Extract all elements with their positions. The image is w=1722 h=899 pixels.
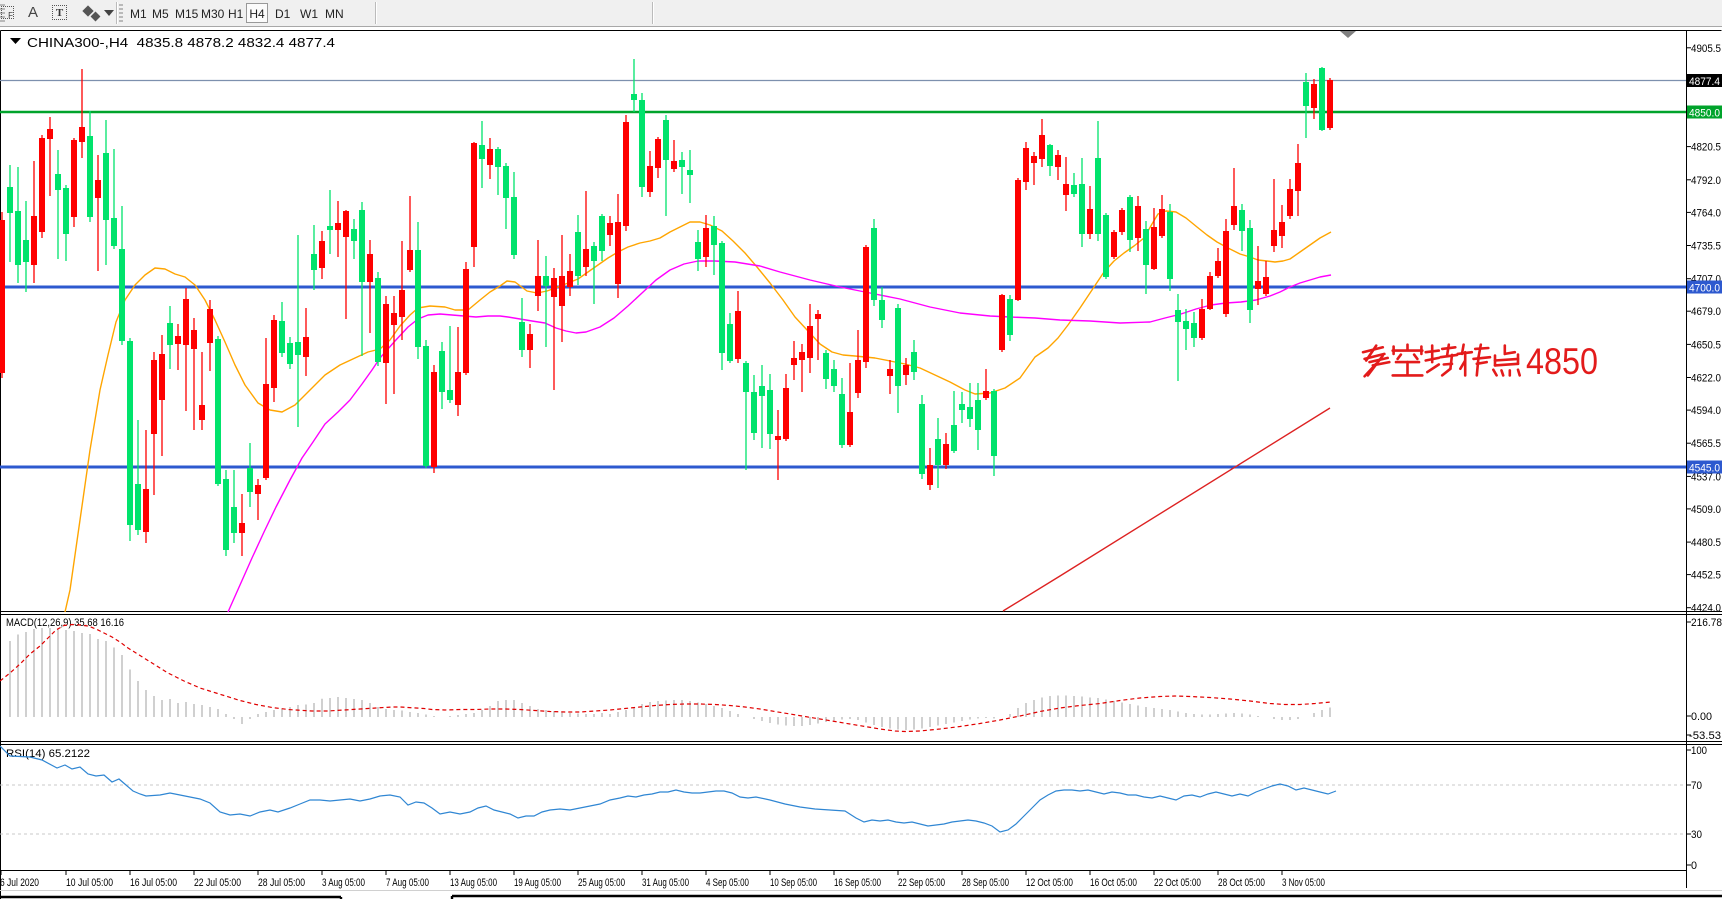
svg-text:25 Aug 05:00: 25 Aug 05:00 [578,877,625,889]
svg-text:12 Oct 05:00: 12 Oct 05:00 [1026,877,1073,889]
svg-text:19 Aug 05:00: 19 Aug 05:00 [514,877,561,889]
svg-text:4594.0: 4594.0 [1691,405,1721,417]
svg-text:0.00: 0.00 [1691,711,1712,723]
svg-text:28 Sep 05:00: 28 Sep 05:00 [962,877,1009,889]
svg-text:4622.0: 4622.0 [1691,373,1721,385]
svg-text:4545.0: 4545.0 [1689,463,1720,475]
svg-text:4820.5: 4820.5 [1691,142,1721,154]
svg-text:22 Oct 05:00: 22 Oct 05:00 [1154,877,1201,889]
svg-text:16 Sep 05:00: 16 Sep 05:00 [834,877,881,889]
svg-text:MACD(12,26,9) 35.68 16.16: MACD(12,26,9) 35.68 16.16 [6,617,124,629]
svg-text:31 Aug 05:00: 31 Aug 05:00 [642,877,689,889]
svg-text:10 Jul 05:00: 10 Jul 05:00 [66,877,113,889]
svg-text:70: 70 [1691,780,1702,792]
svg-text:CHINA300-,H4 4835.8 4878.2 48: CHINA300-,H4 4835.8 4878.2 4832.4 4877.4 [27,35,335,50]
svg-text:22 Jul 05:00: 22 Jul 05:00 [194,877,241,889]
svg-text:4877.4: 4877.4 [1689,76,1720,88]
svg-text:30: 30 [1691,829,1702,841]
svg-text:7 Aug 05:00: 7 Aug 05:00 [386,877,429,889]
svg-text:10 Sep 05:00: 10 Sep 05:00 [770,877,817,889]
svg-text:4480.5: 4480.5 [1691,537,1721,549]
svg-text:3 Nov 05:00: 3 Nov 05:00 [1282,877,1325,889]
svg-text:100: 100 [1691,745,1707,757]
svg-text:16 Jul 05:00: 16 Jul 05:00 [130,877,177,889]
svg-text:4905.5: 4905.5 [1691,43,1721,55]
svg-text:13 Aug 05:00: 13 Aug 05:00 [450,877,497,889]
svg-text:4537.0: 4537.0 [1691,471,1721,483]
svg-text:4679.0: 4679.0 [1691,306,1721,318]
svg-text:4565.5: 4565.5 [1691,438,1721,450]
svg-text:4 Sep 05:00: 4 Sep 05:00 [706,877,749,889]
svg-text:4764.0: 4764.0 [1691,207,1721,219]
svg-text:RSI(14) 65.2122: RSI(14) 65.2122 [6,748,90,760]
svg-text:4452.5: 4452.5 [1691,570,1721,582]
svg-text:28 Jul 05:00: 28 Jul 05:00 [258,877,305,889]
svg-text:-53.53: -53.53 [1689,730,1721,742]
svg-text:4792.0: 4792.0 [1691,175,1721,187]
svg-text:6 Jul 2020: 6 Jul 2020 [0,877,39,889]
svg-text:22 Sep 05:00: 22 Sep 05:00 [898,877,945,889]
svg-text:3 Aug 05:00: 3 Aug 05:00 [322,877,365,889]
svg-text:216.78: 216.78 [1691,617,1722,629]
svg-text:4850: 4850 [1526,341,1598,382]
svg-text:0: 0 [1691,860,1697,872]
svg-text:4424.0: 4424.0 [1691,603,1721,615]
svg-text:4700.0: 4700.0 [1689,283,1720,295]
svg-text:28 Oct 05:00: 28 Oct 05:00 [1218,877,1265,889]
svg-text:4509.0: 4509.0 [1691,504,1721,516]
svg-text:4650.5: 4650.5 [1691,339,1721,351]
svg-text:4850.0: 4850.0 [1689,108,1720,120]
svg-text:16 Oct 05:00: 16 Oct 05:00 [1090,877,1137,889]
svg-text:4735.5: 4735.5 [1691,241,1721,253]
